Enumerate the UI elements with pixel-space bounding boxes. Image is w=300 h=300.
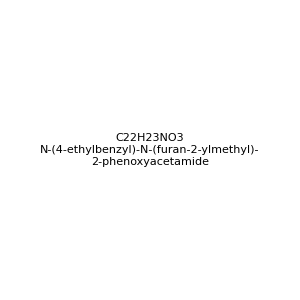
Text: C22H23NO3
N-(4-ethylbenzyl)-N-(furan-2-ylmethyl)-
2-phenoxyacetamide: C22H23NO3 N-(4-ethylbenzyl)-N-(furan-2-y… — [40, 134, 260, 166]
